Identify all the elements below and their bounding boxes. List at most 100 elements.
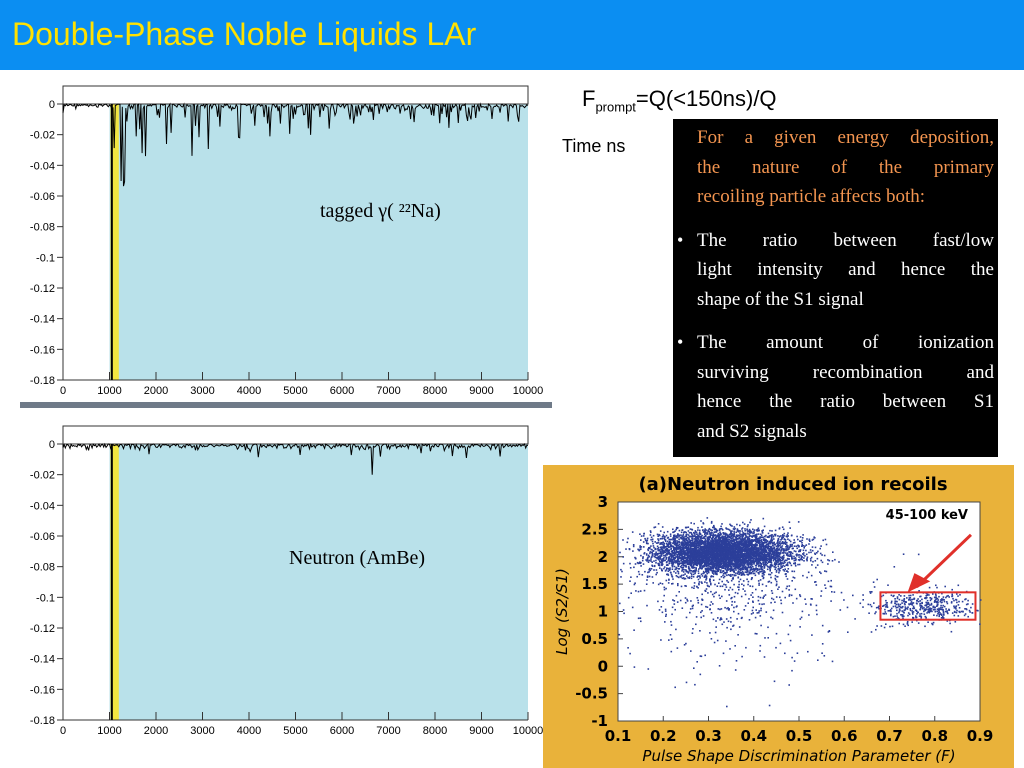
scatter-point [705, 533, 708, 535]
scatter-point [743, 540, 746, 543]
scatter-point [736, 550, 739, 553]
scatter-point [671, 566, 674, 568]
scatter-point [665, 548, 668, 550]
scatter-point [639, 546, 641, 549]
scatter-point [725, 566, 727, 569]
scatter-point [733, 583, 735, 586]
scatter-point [720, 525, 722, 528]
scatter-point [758, 557, 760, 559]
scatter-point [702, 556, 705, 559]
scatter-point [737, 544, 740, 547]
scatter-point [783, 535, 785, 537]
scatter-point [676, 567, 678, 570]
scatter-point [713, 557, 716, 560]
scatter-point [812, 560, 814, 563]
scatter-point [711, 534, 713, 536]
scatter-point [734, 548, 737, 550]
scatter-point [704, 561, 707, 564]
y-tick-label: 0 [49, 439, 55, 451]
scatter-point [802, 534, 804, 536]
scatter-point [667, 551, 669, 554]
scatter-point [755, 567, 757, 570]
scatter-point [668, 543, 671, 545]
scatter-point [645, 553, 648, 555]
scatter-point [650, 560, 652, 562]
scatter-point [685, 546, 688, 548]
scatter-point [693, 542, 696, 544]
scatter-point [769, 548, 772, 551]
scatter-point [730, 555, 732, 557]
scatter-point [709, 536, 712, 539]
scatter-point [775, 562, 778, 565]
scatter-point [706, 562, 709, 564]
scatter-point [786, 545, 788, 547]
scatter-point [765, 549, 767, 551]
scatter-point [691, 557, 693, 560]
scatter-point [765, 557, 767, 560]
scatter-point [666, 544, 669, 547]
waveform-gamma-svg: 0-0.02-0.04-0.06-0.08-0.1-0.12-0.14-0.16… [20, 82, 552, 408]
scatter-point [710, 554, 713, 557]
scatter-point [737, 554, 740, 556]
scatter-point [706, 555, 708, 558]
scatter-point [695, 543, 697, 545]
scatter-point [667, 540, 669, 543]
scatter-point [764, 563, 766, 566]
scatter-point [746, 525, 749, 528]
scatter-point [723, 572, 726, 574]
scatter-point [786, 534, 789, 536]
scatter-point [753, 535, 756, 537]
scatter-point [674, 554, 676, 556]
scatter-point [665, 549, 668, 551]
scatter-point [711, 538, 713, 540]
scatter-point [660, 563, 663, 566]
scatter-point [729, 541, 731, 544]
scatter-point [736, 546, 738, 548]
scatter-point [724, 561, 726, 564]
scatter-point [726, 540, 728, 543]
scatter-point [661, 549, 663, 551]
scatter-point [712, 541, 715, 543]
scatter-point [755, 535, 758, 537]
scatter-point [736, 542, 739, 544]
scatter-point [786, 557, 789, 560]
scatter-point [730, 530, 733, 533]
scatter-point [742, 553, 744, 556]
scatter-point [754, 551, 757, 553]
scatter-point [698, 558, 701, 561]
scatter-point [734, 562, 736, 564]
scatter-point [784, 559, 787, 562]
scatter-point [724, 537, 727, 540]
scatter-point [714, 528, 716, 531]
scatter-point [687, 526, 690, 528]
scatter-point [709, 579, 711, 582]
scatter-point [765, 561, 767, 563]
scatter-point [684, 526, 687, 529]
scatter-point [720, 560, 722, 563]
x-tick-label: 3000 [190, 725, 214, 737]
scatter-point [708, 553, 711, 555]
y-tick-label: -0.1 [36, 592, 55, 604]
scatter-point [725, 527, 728, 530]
scatter-point [703, 565, 706, 568]
scatter-point [696, 560, 699, 563]
scatter-point [656, 571, 658, 574]
scatter-point [711, 537, 714, 539]
scatter-point [732, 568, 734, 571]
scatter-point [724, 572, 727, 575]
scatter-point [728, 533, 731, 536]
scatter-point [763, 545, 765, 547]
scatter-point [680, 559, 682, 562]
scatter-point [793, 557, 796, 560]
scatter-point [735, 543, 737, 546]
scatter-point [750, 542, 752, 544]
scatter-point [754, 544, 757, 547]
scatter-point [726, 567, 729, 570]
scatter-point [657, 564, 660, 566]
y-tick-label: -0.02 [30, 470, 55, 482]
scatter-point [683, 538, 686, 540]
scatter-point [710, 531, 712, 534]
scatter-point [645, 542, 648, 545]
scatter-point [770, 538, 773, 540]
scatter-point [669, 545, 672, 547]
